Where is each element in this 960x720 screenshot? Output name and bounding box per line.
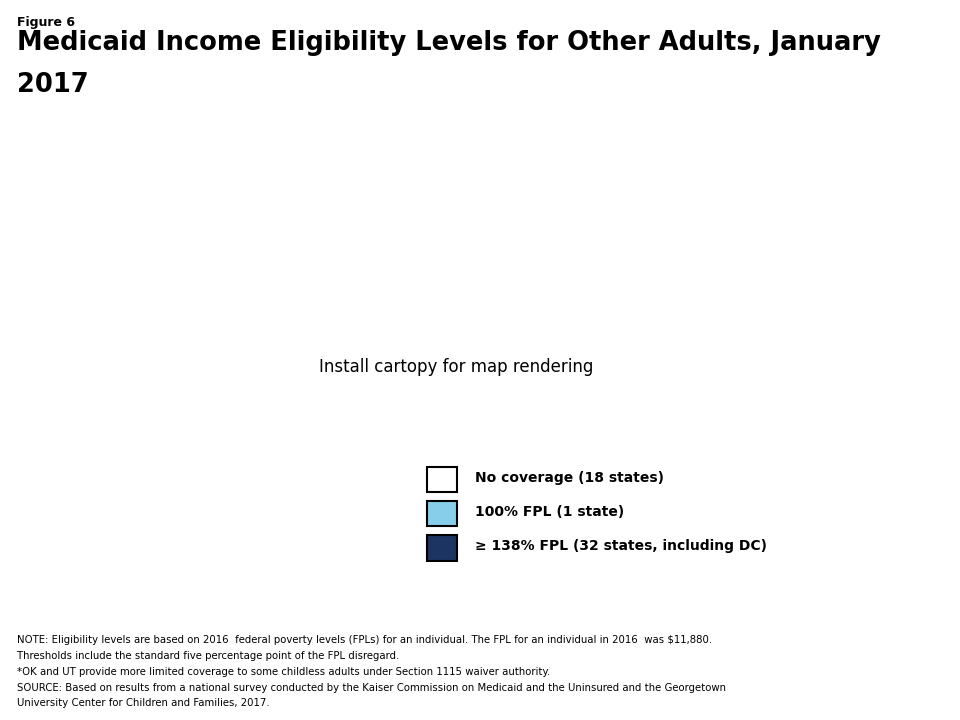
Text: FOUNDATION: FOUNDATION: [858, 696, 910, 702]
Text: KAISER: KAISER: [857, 660, 911, 672]
Text: 2017: 2017: [17, 72, 89, 98]
Text: SOURCE: Based on results from a national survey conducted by the Kaiser Commissi: SOURCE: Based on results from a national…: [17, 683, 727, 693]
Text: NOTE: Eligibility levels are based on 2016  federal poverty levels (FPLs) for an: NOTE: Eligibility levels are based on 20…: [17, 635, 712, 645]
Text: Figure 6: Figure 6: [17, 16, 75, 29]
Text: Medicaid Income Eligibility Levels for Other Adults, January: Medicaid Income Eligibility Levels for O…: [17, 30, 881, 56]
Text: Thresholds include the standard five percentage point of the FPL disregard.: Thresholds include the standard five per…: [17, 651, 399, 661]
FancyBboxPatch shape: [427, 467, 457, 492]
Text: No coverage (18 states): No coverage (18 states): [475, 471, 664, 485]
Text: FAMILY: FAMILY: [858, 677, 910, 690]
FancyBboxPatch shape: [427, 536, 457, 561]
Text: THE HENRY J.: THE HENRY J.: [858, 645, 910, 651]
Text: ≥ 138% FPL (32 states, including DC): ≥ 138% FPL (32 states, including DC): [475, 539, 767, 554]
Text: 100% FPL (1 state): 100% FPL (1 state): [475, 505, 625, 519]
Text: Install cartopy for map rendering: Install cartopy for map rendering: [319, 358, 593, 376]
Text: *OK and UT provide more limited coverage to some childless adults under Section : *OK and UT provide more limited coverage…: [17, 667, 550, 677]
Text: University Center for Children and Families, 2017.: University Center for Children and Famil…: [17, 698, 270, 708]
FancyBboxPatch shape: [427, 501, 457, 526]
